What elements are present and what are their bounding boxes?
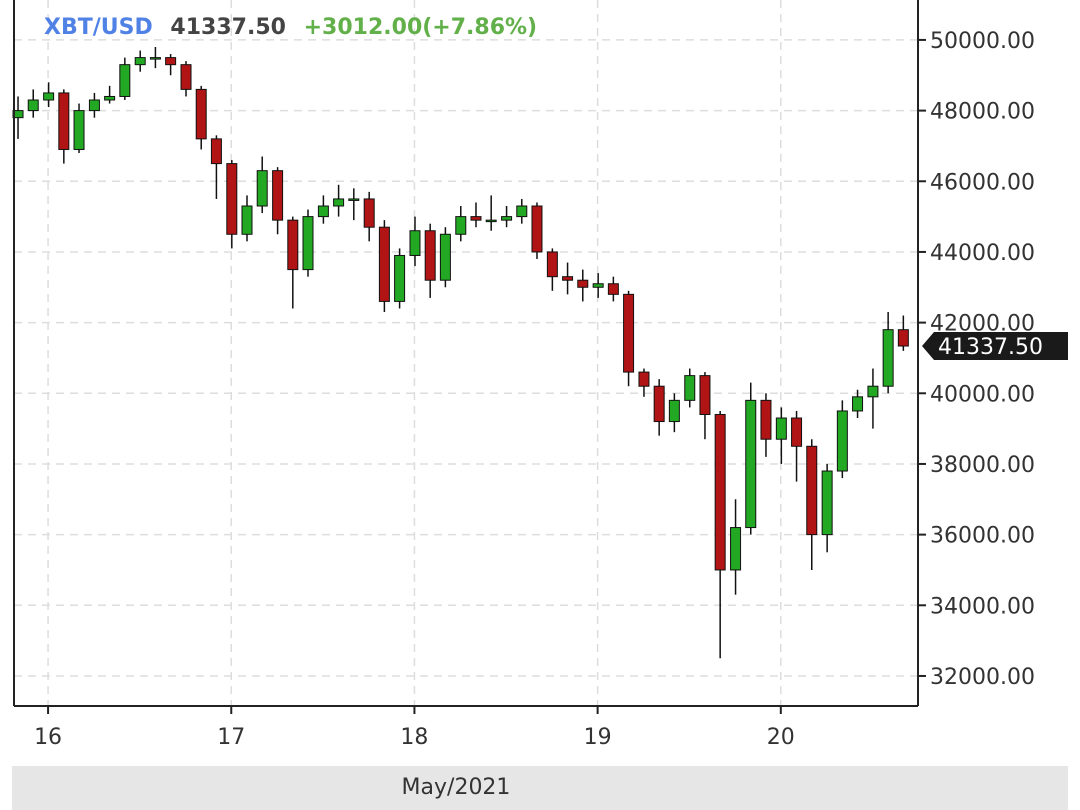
candle-body bbox=[806, 445, 818, 536]
y-tick-label: 36000.00 bbox=[930, 524, 1035, 549]
candle-body bbox=[501, 216, 513, 221]
candle-body bbox=[638, 371, 650, 387]
candle-body bbox=[882, 329, 894, 387]
y-tick-label: 44000.00 bbox=[930, 241, 1035, 266]
candle-body bbox=[653, 385, 665, 423]
candle-body bbox=[104, 95, 116, 101]
candle-body bbox=[577, 279, 589, 288]
x-tick-label: 16 bbox=[34, 725, 62, 750]
candle-body bbox=[43, 92, 55, 101]
candle-body bbox=[546, 251, 558, 278]
price-tag-label: 41337.50 bbox=[938, 335, 1043, 360]
candle-body bbox=[821, 470, 833, 536]
candle-body bbox=[668, 399, 680, 423]
candle-body bbox=[241, 205, 253, 235]
candle-body bbox=[363, 198, 375, 228]
candle-body bbox=[287, 219, 299, 271]
candle-body bbox=[424, 230, 436, 281]
y-tick-label: 46000.00 bbox=[930, 170, 1035, 195]
candle-body bbox=[760, 399, 772, 440]
y-tick-label: 38000.00 bbox=[930, 453, 1035, 478]
candle-body bbox=[210, 138, 222, 165]
candle-body bbox=[485, 219, 497, 223]
candle-body bbox=[226, 163, 238, 235]
x-axis-label: May/2021 bbox=[402, 775, 511, 800]
footer-band bbox=[12, 766, 1068, 810]
header: XBT/USD 41337.50 +3012.00(+7.86%) bbox=[44, 15, 537, 40]
candle-body bbox=[256, 170, 268, 207]
candle-body bbox=[333, 198, 345, 207]
candle-body bbox=[394, 254, 406, 302]
x-tick-label: 19 bbox=[584, 725, 612, 750]
x-tick-label: 20 bbox=[767, 725, 795, 750]
price-tag bbox=[922, 332, 1068, 361]
candle-body bbox=[409, 230, 421, 256]
candle-body bbox=[562, 276, 574, 281]
candle-body bbox=[592, 283, 604, 288]
candle-body bbox=[149, 57, 161, 60]
candle-body bbox=[58, 92, 70, 150]
y-tick-label: 34000.00 bbox=[930, 594, 1035, 619]
candle-body bbox=[836, 410, 848, 472]
candle-body bbox=[531, 205, 543, 253]
candle-body bbox=[516, 205, 528, 218]
symbol: XBT/USD bbox=[44, 15, 153, 40]
candle-body bbox=[775, 417, 787, 440]
candle-body bbox=[714, 413, 726, 571]
y-tick-label: 40000.00 bbox=[930, 382, 1035, 407]
candle-body bbox=[791, 417, 803, 447]
candle-body bbox=[119, 64, 131, 97]
x-tick-label: 18 bbox=[400, 725, 428, 750]
candle-body bbox=[745, 399, 757, 529]
candle-body bbox=[730, 527, 742, 571]
candle-body bbox=[607, 283, 619, 295]
candle-body bbox=[897, 329, 909, 347]
candle-body bbox=[302, 216, 314, 271]
candle-body bbox=[165, 57, 177, 66]
candle-body bbox=[73, 110, 85, 150]
candle-body bbox=[27, 99, 39, 112]
y-tick-label: 48000.00 bbox=[930, 100, 1035, 125]
candle-body bbox=[88, 99, 100, 112]
candle-body bbox=[348, 198, 360, 201]
candle-body bbox=[180, 64, 192, 90]
candle-body bbox=[867, 385, 879, 398]
candle-body bbox=[699, 375, 711, 415]
y-tick-label: 32000.00 bbox=[930, 665, 1035, 690]
y-tick-label: 50000.00 bbox=[930, 29, 1035, 54]
x-tick-label: 17 bbox=[217, 725, 245, 750]
candle-body bbox=[195, 88, 207, 140]
candle-body bbox=[272, 170, 284, 221]
candle-body bbox=[134, 57, 146, 66]
change: +3012.00(+7.86%) bbox=[304, 15, 538, 40]
candle-body bbox=[684, 375, 696, 401]
candle-body bbox=[317, 205, 329, 218]
candle-body bbox=[470, 216, 482, 221]
candle-body bbox=[439, 233, 451, 281]
candle-body bbox=[623, 293, 635, 373]
last-price: 41337.50 bbox=[170, 15, 286, 40]
candle-body bbox=[852, 396, 864, 412]
candle-body bbox=[378, 226, 390, 302]
candle-body bbox=[455, 216, 467, 235]
